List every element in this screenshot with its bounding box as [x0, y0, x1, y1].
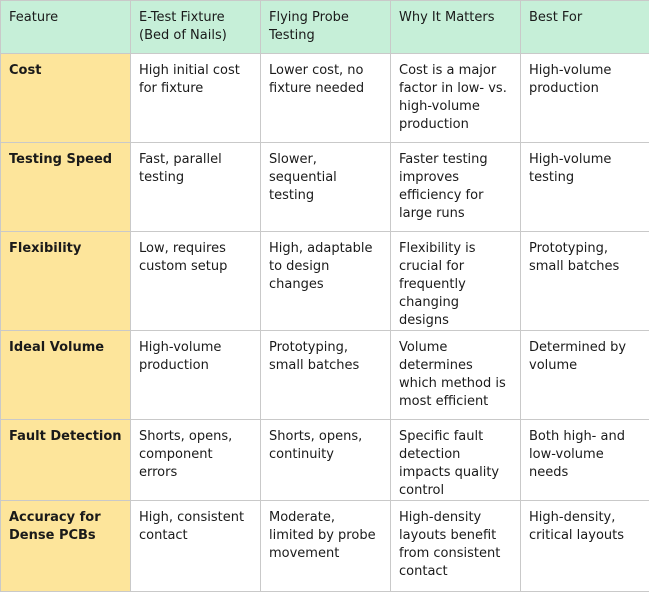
- table-row-fault-detection: Fault Detection Shorts, opens, component…: [1, 420, 649, 501]
- best-for-cell: Prototyping, small batches: [521, 232, 649, 331]
- e-test-cell: Low, requires custom setup: [131, 232, 261, 331]
- why-it-matters-cell: Flexibility is crucial for frequently ch…: [391, 232, 521, 331]
- feature-cell: Flexibility: [1, 232, 131, 331]
- header-feature: Feature: [1, 1, 131, 54]
- why-it-matters-cell: Faster testing improves efficiency for l…: [391, 143, 521, 232]
- best-for-cell: High-volume production: [521, 54, 649, 143]
- why-it-matters-cell: Volume determines which method is most e…: [391, 331, 521, 420]
- header-row: Feature E-Test Fixture (Bed of Nails) Fl…: [1, 1, 649, 54]
- e-test-cell: Fast, parallel testing: [131, 143, 261, 232]
- flying-probe-cell: Moderate, limited by probe movement: [261, 501, 391, 592]
- flying-probe-cell: Slower, sequential testing: [261, 143, 391, 232]
- table-row-flexibility: Flexibility Low, requires custom setup H…: [1, 232, 649, 331]
- best-for-cell: Both high- and low-volume needs: [521, 420, 649, 501]
- best-for-cell: High-volume testing: [521, 143, 649, 232]
- table-header: Feature E-Test Fixture (Bed of Nails) Fl…: [1, 1, 649, 54]
- best-for-cell: High-density, critical layouts: [521, 501, 649, 592]
- flying-probe-cell: Lower cost, no fixture needed: [261, 54, 391, 143]
- header-e-test-fixture: E-Test Fixture (Bed of Nails): [131, 1, 261, 54]
- e-test-cell: High initial cost for fixture: [131, 54, 261, 143]
- table-row-testing-speed: Testing Speed Fast, parallel testing Slo…: [1, 143, 649, 232]
- e-test-cell: Shorts, opens, component errors: [131, 420, 261, 501]
- feature-cell: Cost: [1, 54, 131, 143]
- why-it-matters-cell: High-density layouts benefit from consis…: [391, 501, 521, 592]
- table-row-accuracy: Accuracy for Dense PCBs High, consistent…: [1, 501, 649, 592]
- feature-cell: Testing Speed: [1, 143, 131, 232]
- feature-cell: Ideal Volume: [1, 331, 131, 420]
- feature-cell: Accuracy for Dense PCBs: [1, 501, 131, 592]
- flying-probe-cell: High, adaptable to design changes: [261, 232, 391, 331]
- e-test-cell: High, consistent contact: [131, 501, 261, 592]
- why-it-matters-cell: Specific fault detection impacts quality…: [391, 420, 521, 501]
- header-flying-probe: Flying Probe Testing: [261, 1, 391, 54]
- table-body: Cost High initial cost for fixture Lower…: [1, 54, 649, 592]
- table-row-ideal-volume: Ideal Volume High-volume production Prot…: [1, 331, 649, 420]
- table-row-cost: Cost High initial cost for fixture Lower…: [1, 54, 649, 143]
- why-it-matters-cell: Cost is a major factor in low- vs. high-…: [391, 54, 521, 143]
- flying-probe-cell: Shorts, opens, continuity: [261, 420, 391, 501]
- best-for-cell: Determined by volume: [521, 331, 649, 420]
- feature-cell: Fault Detection: [1, 420, 131, 501]
- flying-probe-cell: Prototyping, small batches: [261, 331, 391, 420]
- e-test-cell: High-volume production: [131, 331, 261, 420]
- header-why-it-matters: Why It Matters: [391, 1, 521, 54]
- header-best-for: Best For: [521, 1, 649, 54]
